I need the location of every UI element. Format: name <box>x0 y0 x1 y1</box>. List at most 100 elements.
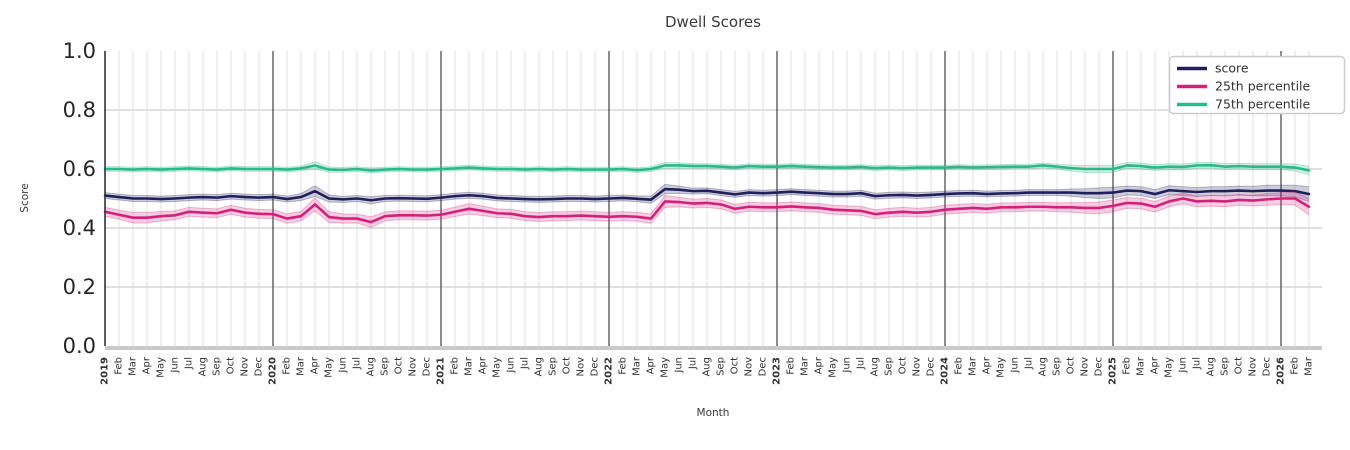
x-tick-label: Mar <box>128 356 139 376</box>
x-tick-label: Mar <box>968 356 979 376</box>
legend: score 25th percentile 75th percentile <box>1168 55 1346 115</box>
x-tick-label: Sep <box>380 357 391 376</box>
x-tick-label: Aug <box>1206 357 1217 377</box>
x-tick-label: Jun <box>338 357 349 374</box>
x-tick-label: Feb <box>786 357 797 375</box>
x-tick-label: Jun <box>506 357 517 374</box>
x-tick-label: Mar <box>296 356 307 376</box>
x-tick-label: May <box>156 357 167 378</box>
x-tick-label: May <box>660 357 671 378</box>
series-band-2 <box>105 161 1309 175</box>
series-band-1 <box>105 192 1309 228</box>
x-tick-label: Oct <box>394 357 405 374</box>
x-tick-label: Feb <box>114 357 125 375</box>
x-axis-label: Month <box>697 407 730 419</box>
x-tick-label: Sep <box>884 357 895 376</box>
x-tick-label: Apr <box>1150 356 1161 374</box>
x-tick-label: 2025 <box>1108 357 1119 385</box>
x-tick-label: Sep <box>548 357 559 376</box>
x-tick-label: Mar <box>1304 356 1315 376</box>
x-tick-label: Nov <box>744 357 755 377</box>
x-tick-label: Oct <box>1066 357 1077 374</box>
x-tick-label: 2020 <box>268 357 279 385</box>
x-tick-label: Jun <box>1178 357 1189 374</box>
x-tick-label: Jun <box>674 357 685 374</box>
x-tick-label: Mar <box>632 356 643 376</box>
y-axis-label: Score <box>19 183 31 212</box>
x-tick-label: Oct <box>1234 357 1245 374</box>
y-tick-label: 0.2 <box>63 275 96 299</box>
series-line-2 <box>103 163 1311 172</box>
x-tick-label: Feb <box>1122 357 1133 375</box>
x-tick-label: May <box>828 357 839 378</box>
legend-label-score: score <box>1215 61 1249 76</box>
x-tick-label: Oct <box>898 357 909 374</box>
x-tick-label: 2023 <box>772 357 783 385</box>
x-tick-label: Oct <box>730 357 741 374</box>
y-tick-label: 0.6 <box>63 157 96 181</box>
plot-area: 2019 Feb Mar Apr May Jun Jul Aug Sep Oct Nov Dec 202… <box>100 51 1322 385</box>
x-tick-label: Aug <box>198 357 209 377</box>
x-tick-label: Jun <box>1010 357 1021 374</box>
x-tick-label: Dec <box>758 357 769 376</box>
x-tick-label: 2021 <box>436 357 447 385</box>
x-tick-label: Oct <box>226 357 237 374</box>
x-tick-label: Feb <box>1290 357 1301 375</box>
x-tick-label: 2026 <box>1276 357 1287 385</box>
band-edge-hi <box>104 191 1310 218</box>
legend-label-75th-percentile: 75th percentile <box>1215 97 1311 112</box>
x-tick-label: Jul <box>184 357 195 370</box>
x-tick-label: Aug <box>870 357 881 377</box>
x-tick-label: Nov <box>912 357 923 377</box>
y-tick-label: 0.8 <box>63 98 96 122</box>
x-tick-label: Jul <box>1192 357 1203 370</box>
y-tick-label: 0.0 <box>63 334 96 358</box>
band-edge-lo <box>104 192 1310 205</box>
x-tick-label: Apr <box>982 356 993 374</box>
x-tick-label: May <box>1164 357 1175 378</box>
chart-title: Dwell Scores <box>665 13 761 31</box>
x-tick-label: Dec <box>1094 357 1105 376</box>
x-tick-label: Dec <box>1262 357 1273 376</box>
x-tick-label: Mar <box>800 356 811 376</box>
x-tick-label: Nov <box>240 357 251 377</box>
x-tick-label: Mar <box>1136 356 1147 376</box>
legend-label-25th-percentile: 25th percentile <box>1215 79 1311 94</box>
x-tick-label: Apr <box>814 356 825 374</box>
x-tick-label: Sep <box>716 357 727 376</box>
x-tick-label: Feb <box>282 357 293 375</box>
x-tick-label: May <box>492 357 503 378</box>
x-tick-label: Aug <box>366 357 377 377</box>
x-tick-label: Jun <box>842 357 853 374</box>
x-tick-label: Dec <box>590 357 601 376</box>
x-tick-label: Mar <box>464 356 475 376</box>
band-edge-hi <box>104 183 1310 198</box>
x-tick-label: Dec <box>254 357 265 376</box>
x-tick-label: Dec <box>422 357 433 376</box>
y-tick-label: 1.0 <box>63 39 96 63</box>
x-tick-label: Nov <box>1080 357 1091 377</box>
x-tick-label: Nov <box>408 357 419 377</box>
x-tick-label: Aug <box>534 357 545 377</box>
x-tick-label: Aug <box>702 357 713 377</box>
x-tick-label: 2022 <box>604 357 615 385</box>
band-edge-lo <box>104 203 1310 228</box>
series-line-0 <box>103 187 1311 202</box>
x-tick-label: Jul <box>1024 357 1035 370</box>
x-tick-label: Feb <box>618 357 629 375</box>
x-tick-label: Feb <box>450 357 461 375</box>
x-tick-label: 2019 <box>100 357 111 385</box>
band-edge-lo <box>105 167 1310 176</box>
series-line-1 <box>103 197 1311 224</box>
x-tick-label: Sep <box>1052 357 1063 376</box>
legend-box <box>1168 55 1346 115</box>
x-tick-label: May <box>324 357 335 378</box>
x-tick-label: Nov <box>1248 357 1259 377</box>
x-tick-label: Jun <box>170 357 181 374</box>
x-tick-label: Jul <box>520 357 531 370</box>
x-tick-label: Dec <box>926 357 937 376</box>
band-edge-hi <box>105 161 1310 169</box>
x-tick-label: Nov <box>576 357 587 377</box>
